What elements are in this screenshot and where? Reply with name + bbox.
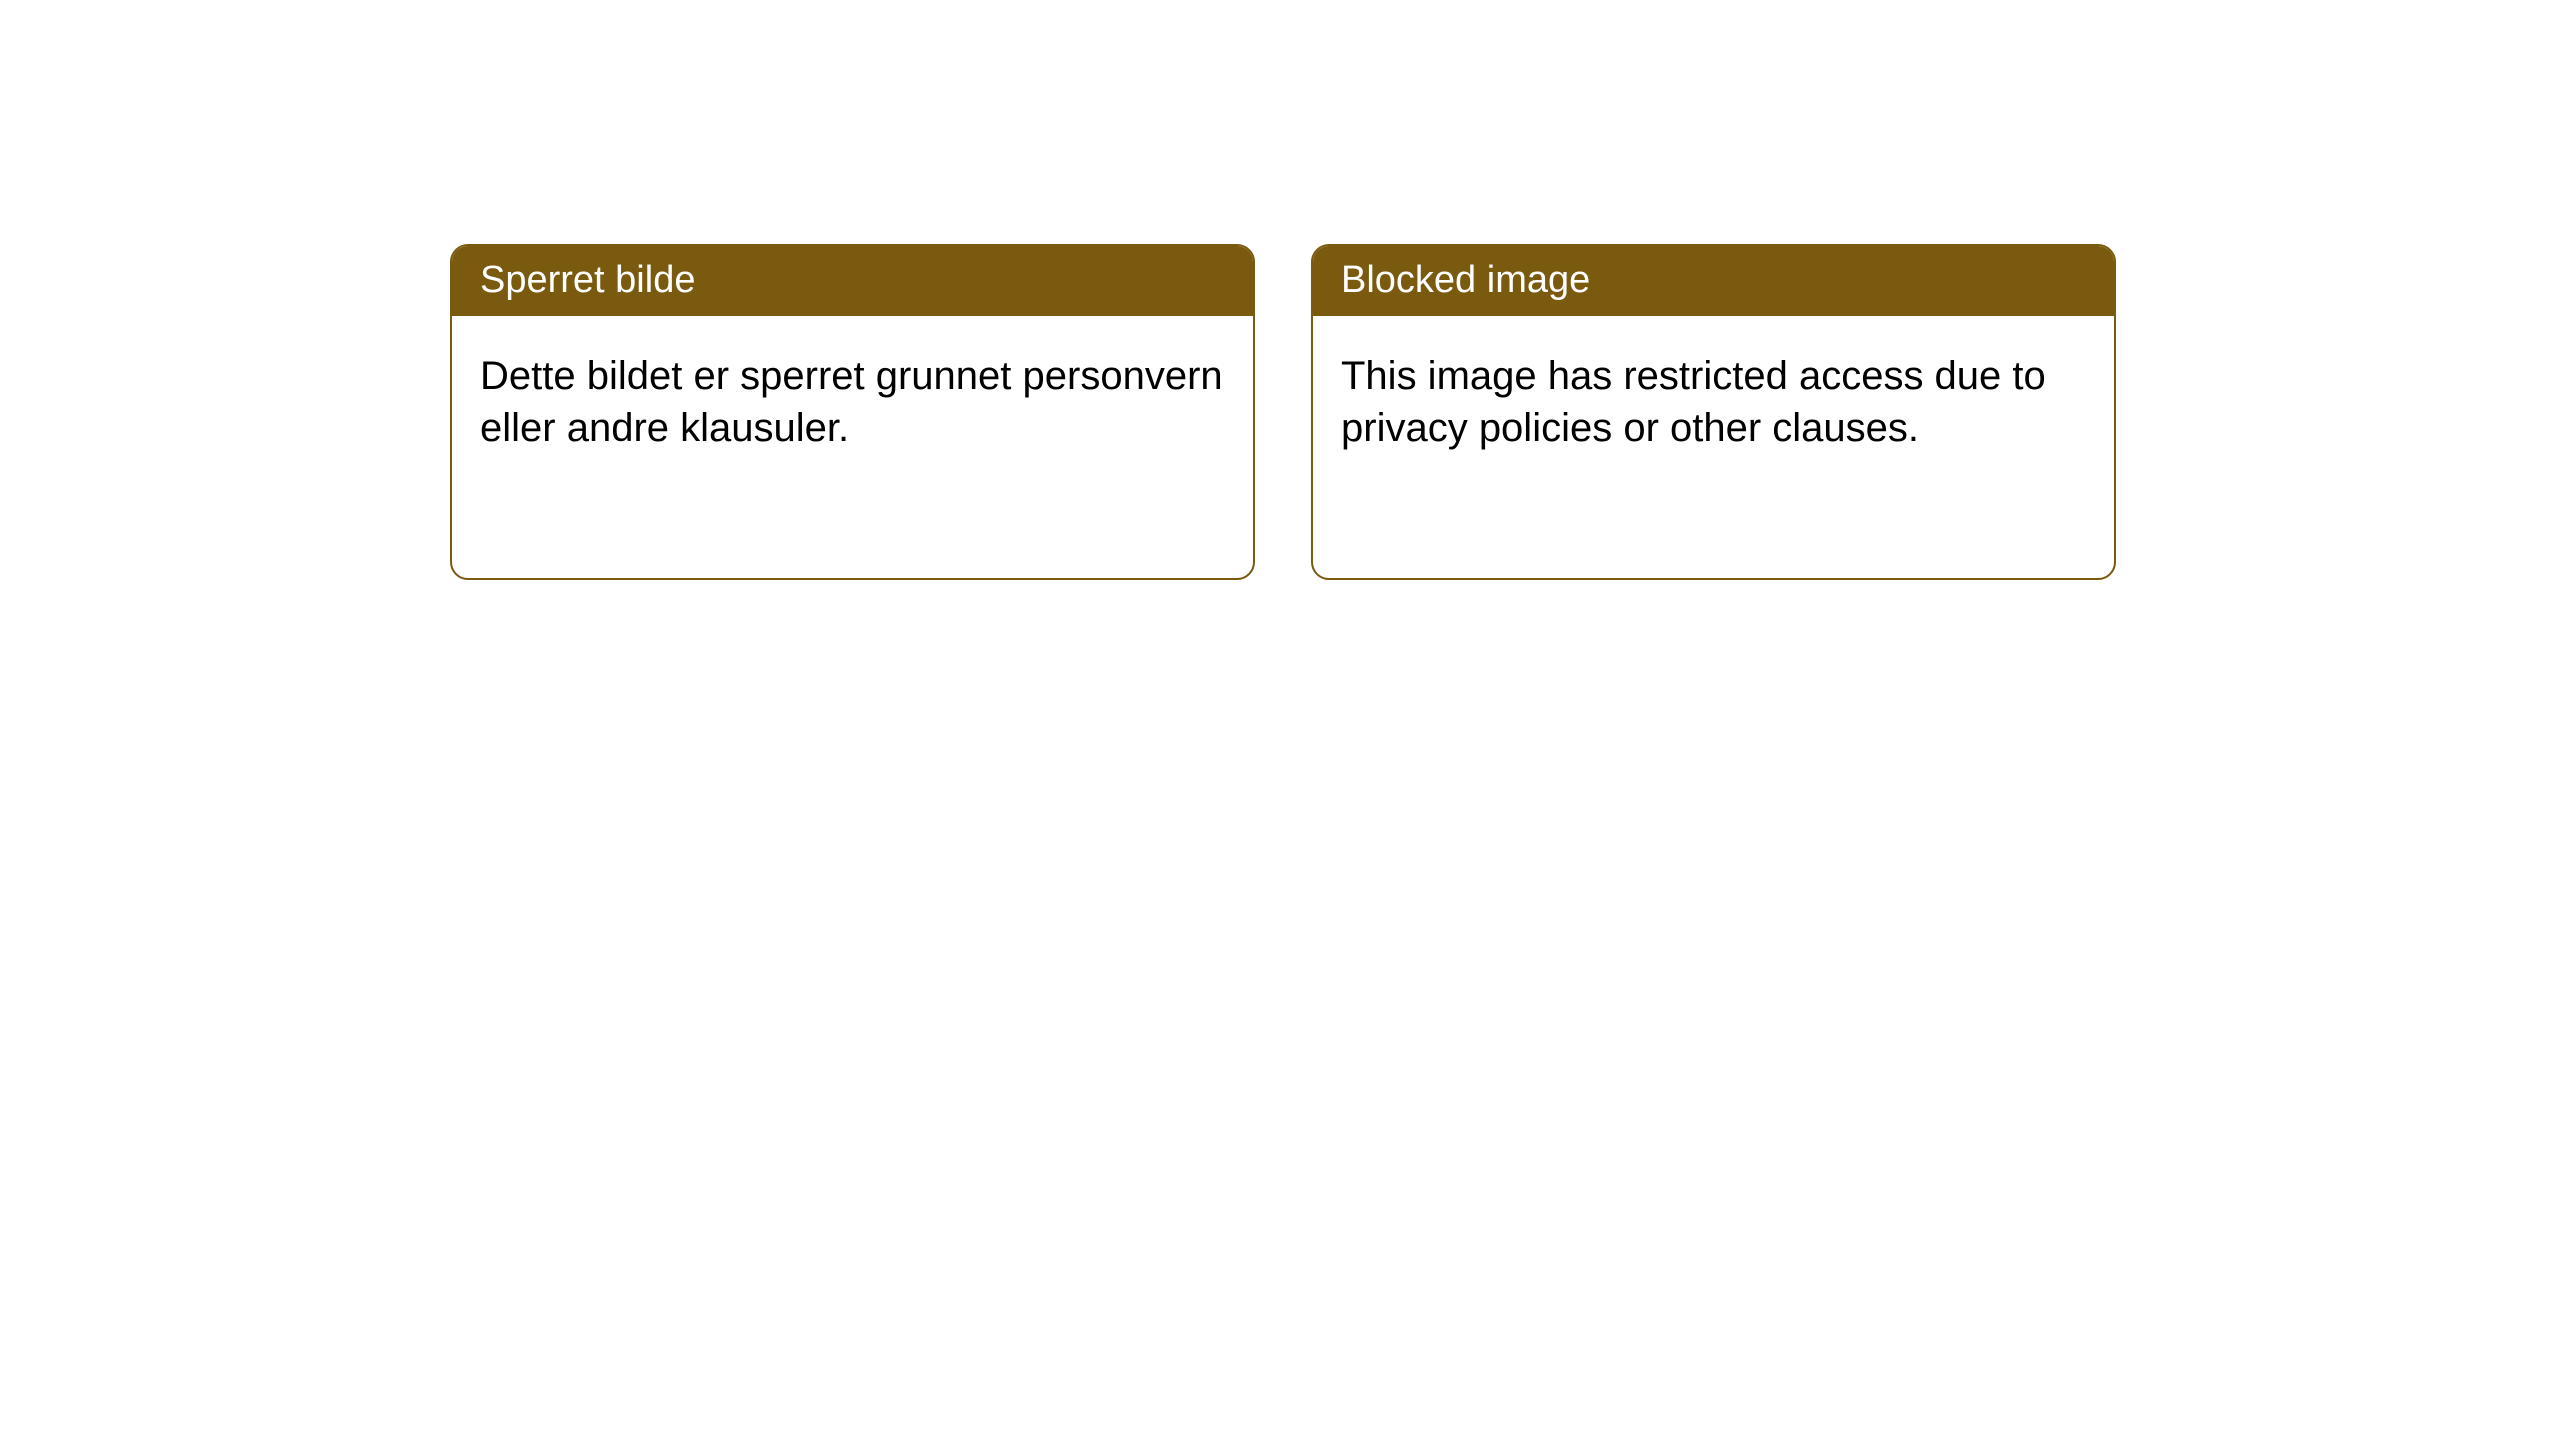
notice-body: Dette bildet er sperret grunnet personve…	[452, 316, 1253, 488]
notice-body: This image has restricted access due to …	[1313, 316, 2114, 488]
notice-cards-container: Sperret bilde Dette bildet er sperret gr…	[450, 244, 2116, 580]
notice-title: Blocked image	[1313, 246, 2114, 316]
notice-card-english: Blocked image This image has restricted …	[1311, 244, 2116, 580]
notice-title: Sperret bilde	[452, 246, 1253, 316]
notice-card-norwegian: Sperret bilde Dette bildet er sperret gr…	[450, 244, 1255, 580]
